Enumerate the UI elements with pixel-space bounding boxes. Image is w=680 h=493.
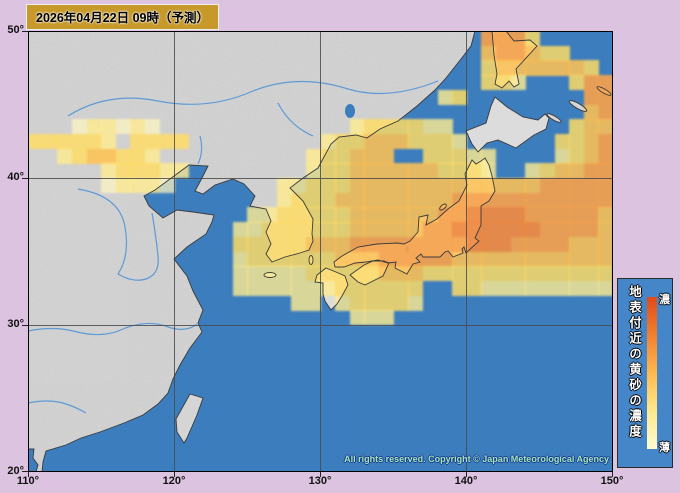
coastlines [28, 31, 613, 472]
rivers [28, 80, 439, 414]
forecast-map: All rights reserved. Copyright © Japan M… [28, 31, 613, 472]
legend-title: 地表付近の黄砂の濃度 [627, 285, 641, 440]
lon-label-110: 110° [16, 475, 40, 487]
lat-label-50: 50° [7, 24, 24, 36]
tick-lon-130 [320, 472, 321, 477]
tick-lon-110 [28, 472, 29, 477]
lon-label-150: 150° [600, 475, 624, 487]
tick-lon-150 [612, 472, 613, 477]
lat-label-30: 30° [7, 318, 24, 330]
lat-label-20: 20° [7, 465, 24, 477]
concentration-legend: 地表付近の黄砂の濃度 濃 薄 [617, 278, 673, 468]
lon-label-130: 130° [308, 475, 332, 487]
coastline-grid-layer [28, 31, 613, 472]
legend-thin-label: 薄 [659, 442, 670, 454]
tick-lat-30 [22, 325, 28, 326]
legend-dense-label: 濃 [659, 294, 670, 306]
map-border [28, 31, 613, 472]
tick-lat-50 [22, 31, 28, 32]
concentration-gradient-bar [647, 297, 657, 449]
tick-lon-140 [466, 472, 467, 477]
tick-lat-40 [22, 178, 28, 179]
graticule [28, 31, 613, 472]
forecast-datetime-title: 2026年04月22日 09時（予測） [26, 4, 219, 30]
lon-label-120: 120° [162, 475, 186, 487]
lat-label-40: 40° [7, 171, 24, 183]
tick-lat-20 [22, 471, 28, 472]
tick-lon-120 [174, 472, 175, 477]
copyright-text: All rights reserved. Copyright © Japan M… [344, 454, 609, 464]
lon-label-140: 140° [454, 475, 478, 487]
